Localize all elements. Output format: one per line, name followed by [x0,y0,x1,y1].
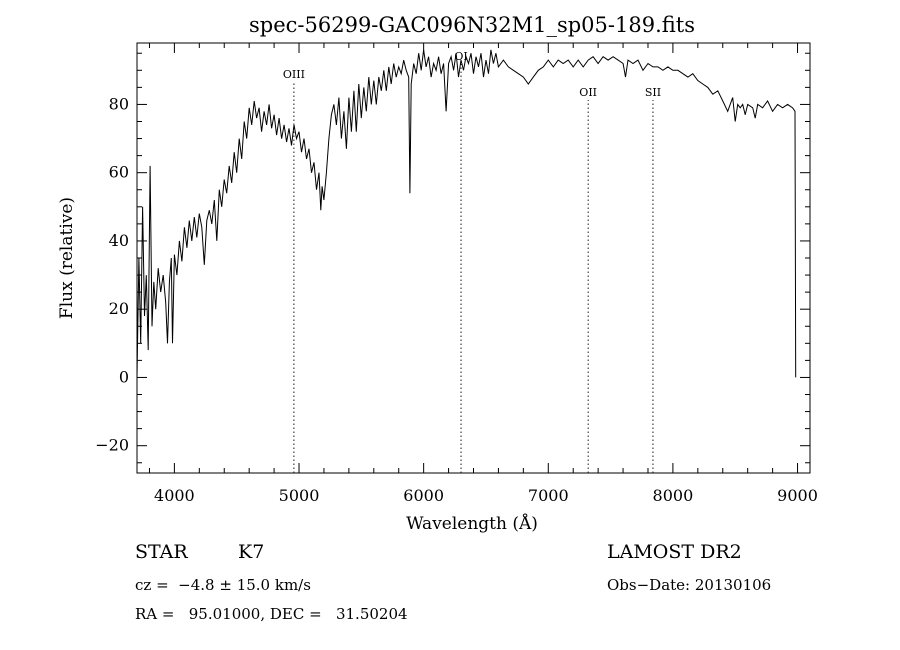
spectral-subclass: K7 [238,541,265,563]
redshift-text: cz = −4.8 ± 15.0 km/s [135,576,311,594]
y-tick-label: 80 [109,94,129,113]
line-annotations: OIII OI OII SII [283,50,661,473]
x-tick-label: 8000 [653,486,694,505]
coordinates-text: RA = 95.01000, DEC = 31.50204 [135,605,408,623]
annotation-label: SII [645,86,661,99]
x-tick-label: 9000 [777,486,818,505]
annotation-label: OIII [283,68,305,81]
y-tick-label: 60 [109,163,129,182]
y-tick-label: 40 [109,231,129,250]
survey-label: LAMOST DR2 [607,541,742,563]
plot-frame [136,42,811,474]
obs-date-text: Obs−Date: 20130106 [607,576,772,594]
x-tick-label: 5000 [279,486,320,505]
y-tick-label: −20 [95,436,129,455]
spectrum-series-line [136,49,797,378]
y-tick-label: 20 [109,299,129,318]
annotation-label: OII [579,86,597,99]
annotation-label: OI [454,50,467,63]
x-tick-label: 4000 [154,486,195,505]
chart-title: spec-56299-GAC096N32M1_sp05-189.fits [249,13,695,37]
axis-ticks: 4000 5000 6000 7000 8000 9000 −20 0 20 40 60 80 [95,43,818,505]
y-tick-label: 0 [119,367,129,386]
object-type: STAR [135,541,188,563]
x-tick-label: 6000 [403,486,444,505]
x-tick-label: 7000 [528,486,569,505]
x-axis-label: Wavelength (Å) [406,513,538,534]
y-axis-label: Flux (relative) [57,197,77,319]
